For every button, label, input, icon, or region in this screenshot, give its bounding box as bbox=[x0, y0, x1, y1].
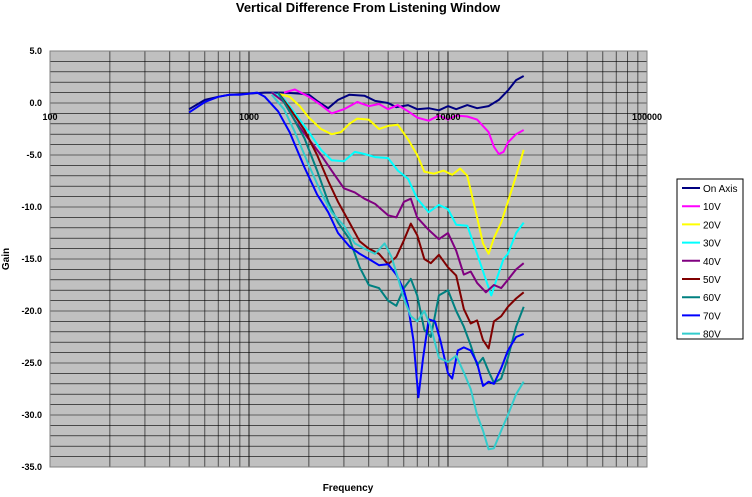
series-line-20v bbox=[277, 92, 525, 255]
series-line-60v bbox=[277, 92, 525, 384]
x-tick-label: 100 bbox=[42, 112, 57, 122]
chart-title: Vertical Difference From Listening Windo… bbox=[236, 0, 501, 15]
grid-lines bbox=[49, 50, 648, 468]
legend-label: 30V bbox=[703, 239, 721, 250]
y-tick-label: -35.0 bbox=[21, 462, 42, 472]
series-line-40v bbox=[271, 91, 525, 294]
x-tick-label: 1000 bbox=[239, 112, 259, 122]
legend: On Axis 10V 20V 30V 40V 50V 60V 70V 80V bbox=[682, 184, 737, 341]
legend-label: On Axis bbox=[703, 184, 737, 195]
y-tick-label: -10.0 bbox=[21, 202, 42, 212]
y-axis-ticks: 5.0 0.0 -5.0 -10.0 -15.0 -20.0 -25.0 -30.0 -35.0 bbox=[21, 46, 42, 472]
y-tick-label: -25.0 bbox=[21, 358, 42, 368]
legend-label: 10V bbox=[703, 202, 721, 213]
y-tick-label: -20.0 bbox=[21, 306, 42, 316]
legend-label: 80V bbox=[703, 330, 721, 341]
y-tick-label: 5.0 bbox=[29, 46, 42, 56]
y-axis-label: Gain bbox=[1, 248, 12, 270]
series-line-70v bbox=[188, 91, 525, 399]
y-tick-label: 0.0 bbox=[29, 98, 42, 108]
y-tick-label: -5.0 bbox=[26, 150, 42, 160]
legend-label: 40V bbox=[703, 257, 721, 268]
series-line-50v bbox=[277, 92, 525, 350]
x-axis-label: Frequency bbox=[323, 483, 374, 494]
series-line-80v bbox=[270, 94, 525, 451]
series-line-on-axis bbox=[188, 75, 525, 112]
legend-label: 50V bbox=[703, 275, 721, 286]
y-tick-label: -15.0 bbox=[21, 254, 42, 264]
x-tick-label: 100000 bbox=[632, 112, 662, 122]
legend-label: 20V bbox=[703, 220, 721, 231]
legend-label: 70V bbox=[703, 311, 721, 322]
x-axis-ticks: 100 1000 10000 100000 bbox=[42, 112, 662, 122]
y-tick-label: -30.0 bbox=[21, 410, 42, 420]
x-tick-label: 10000 bbox=[435, 112, 460, 122]
legend-label: 60V bbox=[703, 293, 721, 304]
series-lines bbox=[188, 75, 525, 451]
series-line-10v bbox=[283, 88, 525, 155]
